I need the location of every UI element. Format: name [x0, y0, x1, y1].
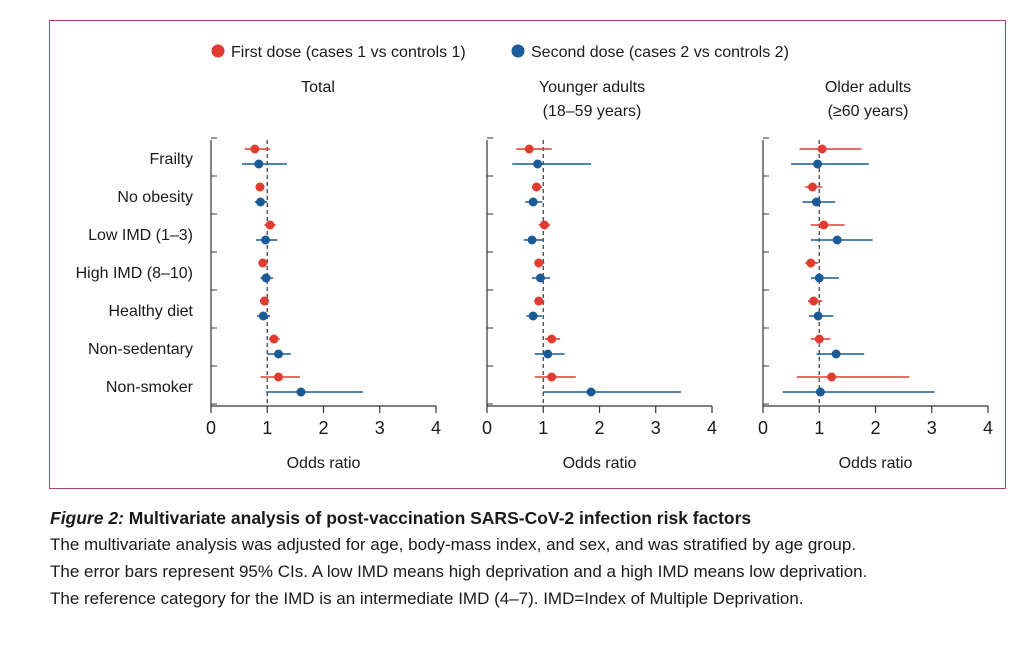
point-estimate — [814, 273, 824, 283]
point-estimate — [815, 387, 825, 397]
panel-title: (≥60 years) — [828, 103, 909, 120]
point-estimate — [831, 349, 841, 359]
x-tick-label: 3 — [927, 418, 937, 438]
category-label: Low IMD (1–3) — [88, 227, 193, 244]
point-estimate — [819, 220, 829, 230]
point-estimate — [817, 144, 827, 154]
point-estimate — [254, 159, 264, 169]
point-estimate — [813, 159, 823, 169]
point-estimate — [808, 182, 817, 192]
legend-label-first-dose: First dose (cases 1 vs controls 1) — [231, 44, 466, 61]
x-tick-label: 2 — [594, 418, 604, 438]
point-estimate — [261, 235, 271, 245]
point-estimate — [533, 159, 543, 169]
point-estimate — [832, 235, 842, 245]
point-estimate — [274, 349, 283, 359]
panel-title: Older adults — [825, 79, 911, 96]
panel-title: (18–59 years) — [543, 103, 642, 120]
legend: First dose (cases 1 vs controls 1) Secon… — [211, 44, 789, 61]
point-estimate — [809, 296, 819, 306]
caption-title: Multivariate analysis of post-vaccinatio… — [128, 508, 752, 528]
x-tick-label: 1 — [262, 418, 272, 438]
point-estimate — [274, 372, 283, 382]
category-label: Non-sedentary — [88, 341, 193, 358]
point-estimate — [256, 197, 265, 207]
x-axis-label: Odds ratio — [287, 455, 361, 472]
category-label: Non-smoker — [106, 379, 194, 396]
point-estimate — [547, 372, 557, 382]
point-estimate — [539, 220, 549, 230]
point-estimate — [586, 387, 596, 397]
legend-label-second-dose: Second dose (cases 2 vs controls 2) — [531, 44, 789, 61]
x-tick-label: 3 — [651, 418, 661, 438]
x-tick-label: 2 — [318, 418, 328, 438]
figure-caption: Figure 2: Multivariate analysis of post-… — [50, 505, 1010, 612]
x-axis-label: Odds ratio — [563, 455, 637, 472]
point-estimate — [259, 296, 269, 306]
x-axis-label: Odds ratio — [839, 455, 913, 472]
x-tick-label: 0 — [758, 418, 768, 438]
caption-line-3: The reference category for the IMD is an… — [50, 589, 804, 608]
x-tick-label: 2 — [870, 418, 880, 438]
x-tick-label: 1 — [814, 418, 824, 438]
point-estimate — [527, 235, 537, 245]
point-estimate — [547, 334, 557, 344]
x-tick-label: 4 — [707, 418, 717, 438]
point-estimate — [543, 349, 553, 359]
point-estimate — [534, 258, 544, 268]
point-estimate — [250, 144, 260, 154]
x-tick-label: 0 — [482, 418, 492, 438]
point-estimate — [265, 220, 275, 230]
legend-marker-second-dose — [511, 44, 525, 58]
point-estimate — [258, 258, 268, 268]
point-estimate — [813, 311, 823, 321]
point-estimate — [524, 144, 534, 154]
point-estimate — [258, 311, 268, 321]
forest-plot: First dose (cases 1 vs controls 1) Secon… — [76, 44, 993, 472]
panel-title: Total — [301, 79, 335, 96]
figure-label: Figure 2: — [50, 508, 124, 528]
caption-line-2: The error bars represent 95% CIs. A low … — [50, 562, 868, 581]
point-estimate — [296, 387, 306, 397]
caption-line-1: The multivariate analysis was adjusted f… — [50, 535, 857, 554]
point-estimate — [806, 258, 816, 268]
x-tick-label: 0 — [206, 418, 216, 438]
caption-title-line: Figure 2: Multivariate analysis of post-… — [50, 505, 1010, 531]
point-estimate — [827, 372, 837, 382]
x-tick-label: 3 — [375, 418, 385, 438]
category-label: Frailty — [149, 151, 193, 168]
point-estimate — [528, 311, 538, 321]
point-estimate — [814, 334, 824, 344]
category-label: High IMD (8–10) — [76, 265, 193, 282]
point-estimate — [528, 197, 538, 207]
figure-frame — [49, 20, 1006, 489]
point-estimate — [532, 182, 541, 192]
point-estimate — [255, 182, 265, 192]
point-estimate — [261, 273, 271, 283]
x-tick-label: 4 — [431, 418, 441, 438]
panel-title: Younger adults — [539, 79, 645, 96]
point-estimate — [534, 296, 544, 306]
point-estimate — [811, 197, 821, 207]
point-estimate — [535, 273, 545, 283]
category-label: No obesity — [117, 189, 193, 206]
point-estimate — [269, 334, 279, 344]
category-label: Healthy diet — [109, 303, 194, 320]
x-tick-label: 4 — [983, 418, 993, 438]
x-tick-label: 1 — [538, 418, 548, 438]
legend-marker-first-dose — [211, 44, 225, 58]
